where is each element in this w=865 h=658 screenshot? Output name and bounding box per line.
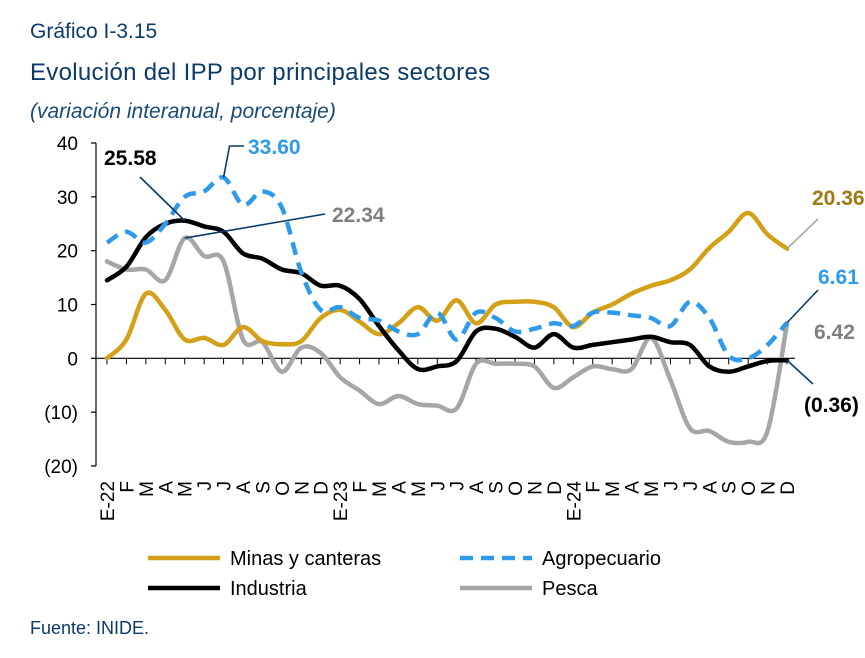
x-tick-label: A [389, 481, 410, 494]
legend-label: Agropecuario [542, 548, 661, 570]
annotation-label: 20.36 [812, 187, 865, 210]
x-tick-label: M [137, 481, 158, 497]
y-tick-label: 30 [57, 188, 78, 209]
legend-label: Industria [230, 578, 308, 600]
legend-label: Minas y canteras [230, 548, 381, 570]
x-tick-label: S [253, 481, 274, 494]
x-tick-label: A [156, 481, 177, 494]
figure-label: Gráfico I-3.15 [30, 20, 158, 43]
x-tick-label: S [720, 481, 741, 494]
series-line-minas-y-canteras [104, 210, 790, 361]
annotation-leader [184, 213, 326, 239]
annotation-label: 33.60 [248, 136, 301, 159]
x-tick-label: A [467, 481, 488, 494]
source-note: Fuente: INIDE. [30, 618, 150, 638]
x-tick-label: J [195, 481, 216, 491]
annotation-leader [222, 145, 244, 178]
annotation-label: 22.34 [332, 204, 385, 227]
x-tick-label: E-23 [331, 481, 352, 521]
chart-subtitle: (variación interanual, porcentaje) [30, 100, 336, 123]
x-tick-label: D [545, 481, 566, 495]
x-tick-label: F [117, 481, 138, 493]
x-tick-label: J [661, 481, 682, 491]
x-tick-label: S [487, 481, 508, 494]
x-tick-label: J [681, 481, 702, 491]
x-tick-label: F [584, 481, 605, 493]
x-tick-label: A [234, 481, 255, 494]
y-tick-label: 20 [57, 242, 78, 263]
y-tick-label: (20) [44, 457, 78, 478]
y-tick-label: 0 [67, 349, 78, 370]
x-tick-label: O [506, 481, 527, 496]
x-tick-label: N [292, 481, 313, 495]
x-tick-label: E-22 [98, 481, 119, 521]
annotation-leader [786, 289, 819, 324]
x-tick-label: N [525, 481, 546, 495]
annotation-label: 25.58 [104, 147, 157, 170]
chart-title: Evolución del IPP por principales sector… [30, 59, 491, 86]
x-tick-label: F [351, 481, 372, 493]
x-tick-label: M [370, 481, 391, 497]
x-tick-label: J [428, 481, 449, 491]
annotation-leader [139, 176, 186, 222]
x-tick-label: O [739, 481, 760, 496]
annotation-leader [786, 218, 819, 250]
y-tick-label: 10 [57, 296, 78, 317]
x-tick-label: M [409, 481, 430, 497]
x-tick-label: E-24 [564, 481, 585, 522]
x-tick-label: N [759, 481, 780, 495]
annotation-label: 6.61 [818, 266, 859, 289]
x-tick-label: M [642, 481, 663, 497]
series-line-industria [104, 218, 790, 375]
annotation-label: 6.42 [814, 321, 855, 344]
y-tick-label: 40 [57, 134, 78, 155]
x-tick-label: M [176, 481, 197, 497]
x-tick-label: M [603, 481, 624, 497]
x-tick-label: J [448, 481, 469, 491]
annotation-leader [786, 359, 814, 385]
annotation-label: (0.36) [804, 394, 859, 417]
x-tick-label: D [778, 481, 799, 495]
x-tick-label: J [215, 481, 236, 491]
x-tick-label: A [700, 481, 721, 494]
x-tick-label: D [312, 481, 333, 495]
legend-label: Pesca [542, 578, 598, 600]
series-line-pesca [104, 235, 790, 446]
series-line-agropecuario [105, 175, 789, 363]
x-tick-label: A [623, 481, 644, 494]
x-tick-label: O [273, 481, 294, 496]
y-tick-label: (10) [44, 403, 78, 424]
